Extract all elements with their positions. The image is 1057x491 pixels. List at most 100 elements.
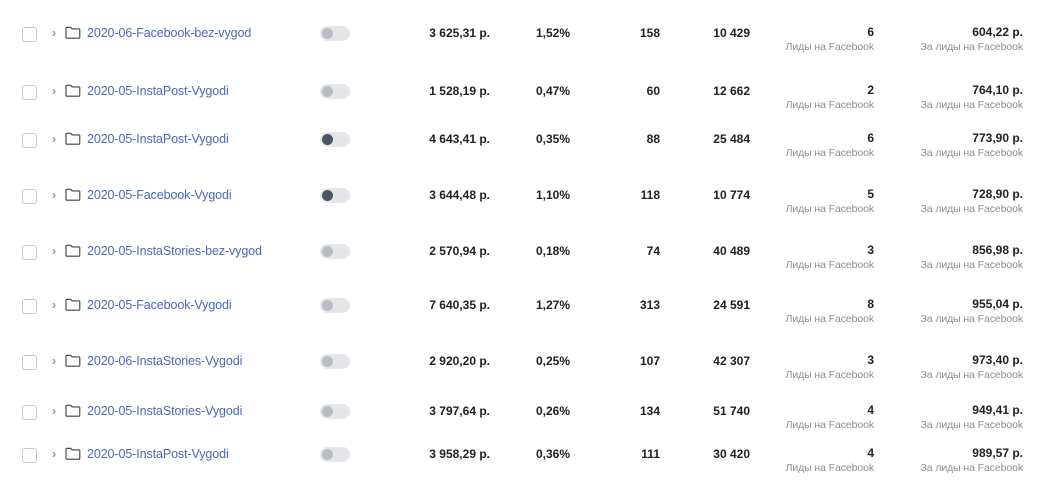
campaign-status-toggle[interactable] xyxy=(320,26,350,41)
campaign-name-link[interactable]: 2020-05-InstaStories-bez-vygod xyxy=(87,244,262,258)
leads-value: 4 xyxy=(867,403,874,417)
leads-metric: 6 Лиды на Facebook xyxy=(760,131,875,160)
table-row[interactable]: › 2020-05-InstaPost-Vygodi 4 643,41 р. 0,35… xyxy=(0,128,1057,168)
leads-label: Лиды на Facebook xyxy=(785,203,875,215)
row-checkbox[interactable] xyxy=(22,85,37,100)
toggle-knob xyxy=(322,356,333,367)
row-checkbox[interactable] xyxy=(22,405,37,420)
leads-value: 8 xyxy=(867,297,874,311)
ctr-value: 0,26% xyxy=(535,404,570,418)
row-checkbox[interactable] xyxy=(22,448,37,463)
leads-value: 3 xyxy=(867,243,874,257)
cost-per-lead-metric: 955,04 р. За лиды на Facebook xyxy=(890,297,1024,326)
clicks-value: 158 xyxy=(639,26,660,40)
expand-chevron-right-icon[interactable]: › xyxy=(51,353,57,368)
expand-chevron-right-icon[interactable]: › xyxy=(51,187,57,202)
row-checkbox[interactable] xyxy=(22,189,37,204)
clicks-value: 313 xyxy=(639,298,660,312)
impressions-value: 10 774 xyxy=(713,188,750,202)
expand-chevron-right-icon[interactable]: › xyxy=(51,25,57,40)
ctr-value: 1,27% xyxy=(535,298,570,312)
table-row[interactable]: › 2020-05-InstaStories-Vygodi 3 797,64 р. 0… xyxy=(0,400,1057,440)
cost-per-lead-metric: 856,98 р. За лиды на Facebook xyxy=(890,243,1024,272)
leads-metric: 5 Лиды на Facebook xyxy=(760,187,875,216)
folder-icon xyxy=(65,354,81,368)
campaign-name-link[interactable]: 2020-05-InstaPost-Vygodi xyxy=(87,132,229,146)
leads-label: Лиды на Facebook xyxy=(785,41,875,53)
expand-chevron-right-icon[interactable]: › xyxy=(51,446,57,461)
clicks-value: 118 xyxy=(640,188,660,202)
expand-chevron-right-icon[interactable]: › xyxy=(51,131,57,146)
leads-value: 4 xyxy=(867,446,874,460)
leads-label: Лиды на Facebook xyxy=(785,462,875,474)
cost-per-lead-label: За лиды на Facebook xyxy=(920,203,1024,215)
toggle-knob xyxy=(322,28,333,39)
cost-per-lead-metric: 728,90 р. За лиды на Facebook xyxy=(890,187,1024,216)
campaign-name-link[interactable]: 2020-05-InstaPost-Vygodi xyxy=(87,84,229,98)
toggle-knob xyxy=(322,406,333,417)
campaign-name-link[interactable]: 2020-05-Facebook-Vygodi xyxy=(87,298,232,312)
folder-icon xyxy=(65,404,81,418)
cost-per-lead-value: 856,98 р. xyxy=(972,243,1023,257)
impressions-value: 24 591 xyxy=(713,298,750,312)
row-checkbox[interactable] xyxy=(22,133,37,148)
row-checkbox[interactable] xyxy=(22,27,37,42)
expand-chevron-right-icon[interactable]: › xyxy=(51,297,57,312)
leads-value: 3 xyxy=(867,353,874,367)
campaign-name-link[interactable]: 2020-06-Facebook-bez-vygod xyxy=(87,26,252,40)
folder-icon xyxy=(65,244,81,258)
cost-value: 3 625,31 р. xyxy=(429,26,490,40)
cost-value: 7 640,35 р. xyxy=(429,298,490,312)
campaign-status-toggle[interactable] xyxy=(320,354,350,369)
cost-per-lead-value: 728,90 р. xyxy=(972,187,1023,201)
cost-per-lead-value: 773,90 р. xyxy=(972,131,1023,145)
campaign-status-toggle[interactable] xyxy=(320,298,350,313)
table-row[interactable]: › 2020-05-InstaPost-Vygodi 3 958,29 р. 0,36… xyxy=(0,443,1057,483)
toggle-knob xyxy=(322,134,333,145)
campaign-status-toggle[interactable] xyxy=(320,132,350,147)
cost-per-lead-label: За лиды на Facebook xyxy=(920,313,1024,325)
ctr-value: 0,35% xyxy=(535,132,570,146)
impressions-value: 42 307 xyxy=(713,354,750,368)
table-row[interactable]: › 2020-06-InstaStories-Vygodi 2 920,20 р. 0… xyxy=(0,350,1057,390)
impressions-value: 12 662 xyxy=(713,84,750,98)
cost-per-lead-value: 764,10 р. xyxy=(972,83,1023,97)
clicks-value: 88 xyxy=(646,132,660,146)
row-checkbox[interactable] xyxy=(22,245,37,260)
table-row[interactable]: › 2020-05-InstaStories-bez-vygod 2 570,94 … xyxy=(0,240,1057,280)
campaign-status-toggle[interactable] xyxy=(320,447,350,462)
campaign-name-link[interactable]: 2020-05-InstaPost-Vygodi xyxy=(87,447,229,461)
folder-icon xyxy=(65,298,81,312)
leads-label: Лиды на Facebook xyxy=(785,147,875,159)
expand-chevron-right-icon[interactable]: › xyxy=(51,83,57,98)
table-row[interactable]: › 2020-06-Facebook-bez-vygod 3 625,31 р. 1,… xyxy=(0,22,1057,62)
ctr-value: 0,47% xyxy=(535,84,570,98)
cost-per-lead-metric: 973,40 р. За лиды на Facebook xyxy=(890,353,1024,382)
row-checkbox[interactable] xyxy=(22,355,37,370)
clicks-value: 111 xyxy=(641,447,660,461)
table-row[interactable]: › 2020-05-InstaPost-Vygodi 1 528,19 р. 0,47… xyxy=(0,80,1057,120)
leads-metric: 6 Лиды на Facebook xyxy=(760,25,875,54)
expand-chevron-right-icon[interactable]: › xyxy=(51,403,57,418)
table-row[interactable]: › 2020-05-Facebook-Vygodi 3 644,48 р. 1,10%… xyxy=(0,184,1057,224)
leads-label: Лиды на Facebook xyxy=(785,99,875,111)
campaign-status-toggle[interactable] xyxy=(320,404,350,419)
toggle-knob xyxy=(322,86,333,97)
leads-value: 6 xyxy=(867,131,874,145)
expand-chevron-right-icon[interactable]: › xyxy=(51,243,57,258)
row-checkbox[interactable] xyxy=(22,299,37,314)
campaign-name-link[interactable]: 2020-05-InstaStories-Vygodi xyxy=(87,404,243,418)
campaign-name-link[interactable]: 2020-05-Facebook-Vygodi xyxy=(87,188,232,202)
clicks-value: 134 xyxy=(639,404,660,418)
toggle-knob xyxy=(322,246,333,257)
campaign-name-link[interactable]: 2020-06-InstaStories-Vygodi xyxy=(87,354,243,368)
ctr-value: 0,18% xyxy=(535,244,570,258)
table-row[interactable]: › 2020-05-Facebook-Vygodi 7 640,35 р. 1,27%… xyxy=(0,294,1057,334)
cost-per-lead-value: 973,40 р. xyxy=(972,353,1023,367)
cost-value: 2 570,94 р. xyxy=(429,244,490,258)
campaign-status-toggle[interactable] xyxy=(320,188,350,203)
cost-per-lead-metric: 773,90 р. За лиды на Facebook xyxy=(890,131,1024,160)
campaign-status-toggle[interactable] xyxy=(320,244,350,259)
cost-per-lead-metric: 604,22 р. За лиды на Facebook xyxy=(890,25,1024,54)
campaign-status-toggle[interactable] xyxy=(320,84,350,99)
